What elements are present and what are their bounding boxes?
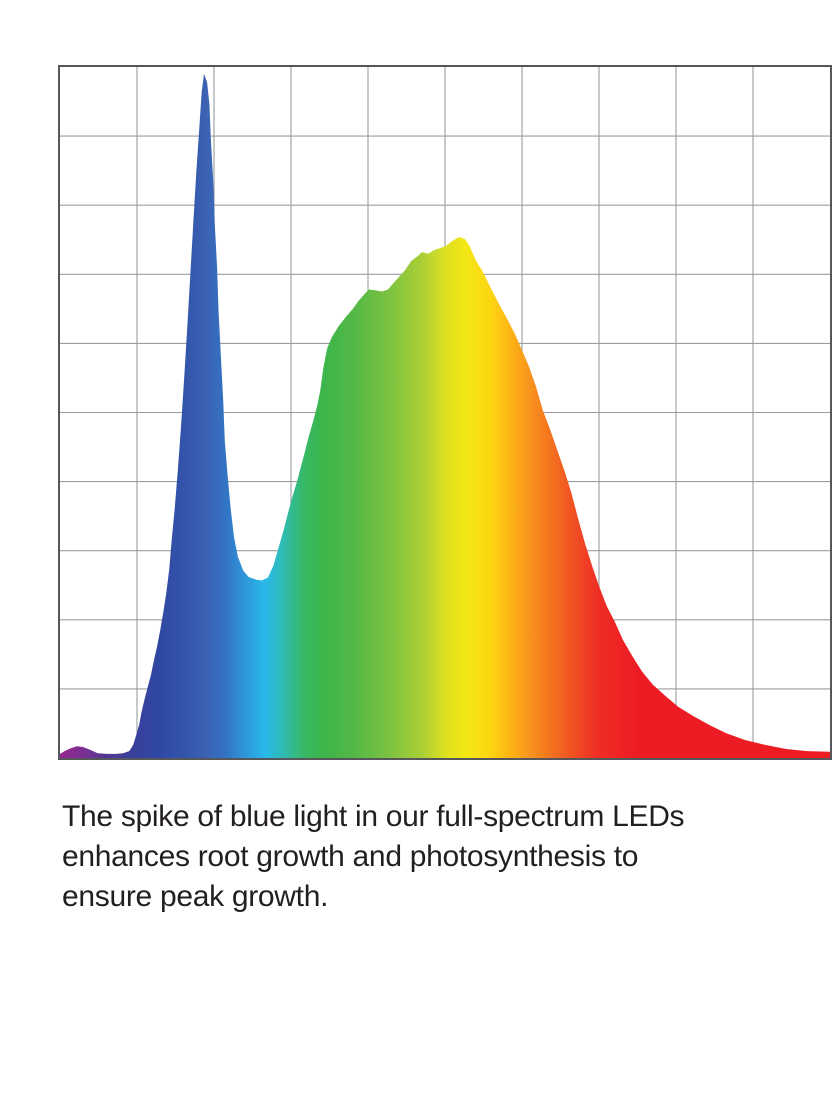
caption-line-2: enhances root growth and photosynthesis … <box>62 840 639 873</box>
spectrum-area-svg <box>60 67 830 758</box>
caption-line-1: The spike of blue light in our full-spec… <box>62 800 685 833</box>
caption-line-3: ensure peak growth. <box>62 880 329 913</box>
caption: The spike of blue light in our full-spec… <box>62 797 802 917</box>
spectrum-chart <box>58 65 832 760</box>
